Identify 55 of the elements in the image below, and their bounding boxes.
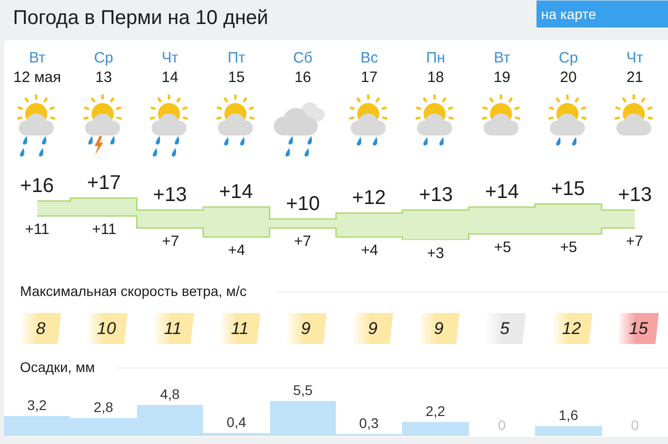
- x-tick-label: Вс 17: [360, 50, 378, 86]
- x-tick-label: Вт 19: [494, 50, 510, 86]
- x-tick-label: Сб 16: [293, 50, 313, 86]
- data-label: 3,2: [27, 397, 47, 413]
- text: Максимальная скорость ветра, м/с: [20, 283, 247, 299]
- x-tick-label: Пт 15: [228, 50, 246, 86]
- data-label: 15: [629, 319, 648, 338]
- data-label: +13: [153, 184, 187, 206]
- data-label: 2,8: [94, 399, 114, 415]
- chart-title: Погода в Перми на 10 дней: [13, 7, 268, 29]
- data-label: +11: [92, 221, 116, 238]
- x-tick-label: Пн 18: [426, 50, 446, 86]
- data-label: +5: [560, 239, 578, 256]
- x-tick-label: Чт 14: [162, 50, 179, 86]
- data-label: 8: [36, 319, 46, 338]
- data-label: +10: [286, 193, 320, 215]
- data-label: +17: [87, 172, 121, 194]
- data-label: +7: [294, 233, 312, 250]
- data-label: +7: [162, 233, 180, 250]
- text: на карте: [541, 6, 596, 22]
- data-label: +16: [20, 175, 54, 197]
- chart-title: Осадки, мм: [20, 359, 95, 375]
- data-label: 4,8: [160, 386, 180, 402]
- data-label: 0: [631, 417, 639, 433]
- x-tick-label: Ср 20: [558, 50, 578, 86]
- data-label: +13: [618, 184, 652, 206]
- data-label: +11: [25, 221, 50, 238]
- x-tick-label: Ср 13: [94, 50, 114, 86]
- data-label: 10: [97, 319, 116, 338]
- data-label: +15: [551, 178, 585, 200]
- data-label: +4: [228, 242, 246, 259]
- data-label: 9: [301, 319, 311, 338]
- data-label: 12: [562, 319, 582, 338]
- data-label: 0,3: [359, 415, 379, 431]
- data-label: 5,5: [293, 382, 313, 398]
- data-label: +5: [494, 239, 512, 256]
- data-label: 5: [500, 319, 510, 338]
- data-label: +14: [485, 181, 519, 203]
- bar: [535, 426, 602, 436]
- data-label: +14: [219, 181, 253, 203]
- data-label: 1,6: [558, 407, 578, 423]
- data-label: +12: [352, 187, 386, 209]
- data-label: 2,2: [426, 403, 446, 419]
- data-label: +4: [361, 242, 378, 259]
- data-label: 11: [164, 319, 182, 338]
- x-tick-label: Чт 21: [626, 50, 644, 86]
- data-label: 0,4: [226, 414, 246, 430]
- data-label: +3: [427, 245, 444, 262]
- data-label: +7: [626, 233, 644, 250]
- x-tick-label: Вт 12 мая: [13, 50, 62, 86]
- data-label: 0: [498, 417, 506, 433]
- data-label: 9: [434, 319, 444, 338]
- data-label: +13: [419, 184, 453, 206]
- data-label: 11: [231, 319, 249, 338]
- data-label: 9: [368, 319, 378, 338]
